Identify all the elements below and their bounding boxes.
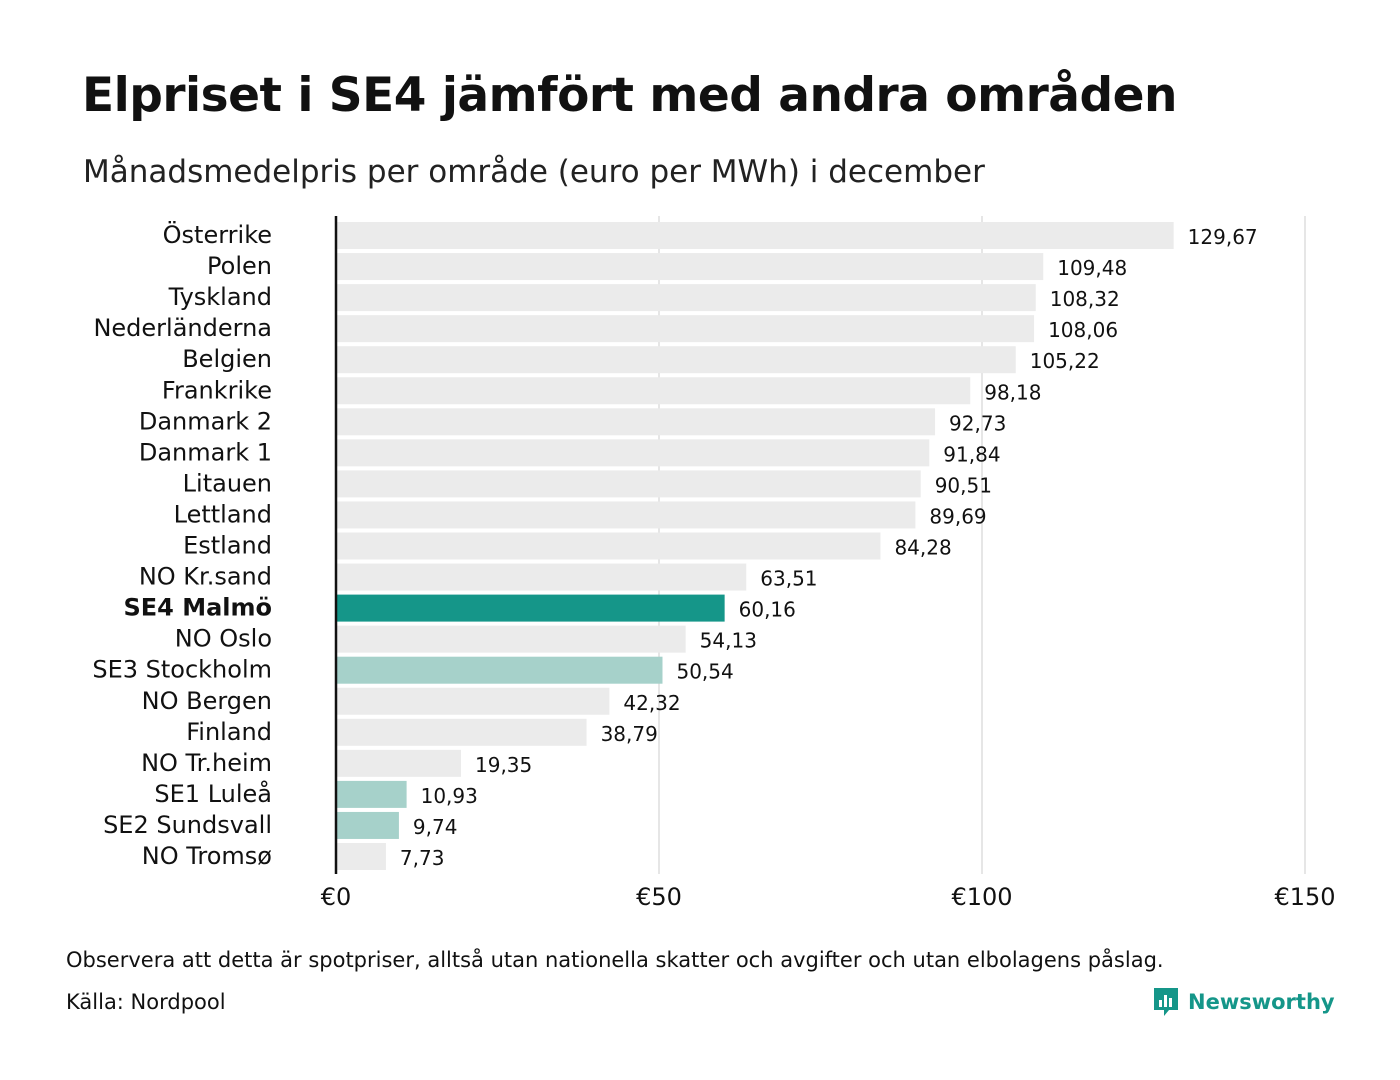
value-label: 108,32 [1050,287,1120,311]
category-label: Finland [186,718,272,746]
bar [336,780,407,808]
value-label: 98,18 [984,380,1041,404]
value-label: 10,93 [421,784,478,808]
category-label: Litauen [183,469,272,497]
category-label: Lettland [174,500,272,528]
category-labels: Österrike Polen Tyskland Nederländerna Belgi… [92,220,272,870]
bar [336,284,1036,312]
bar [336,843,386,870]
bar [336,656,663,684]
bar [336,532,881,560]
x-axis-tick-labels: €0 €50 €100 €150 [321,883,1336,911]
value-label: 92,73 [949,411,1006,435]
value-label: 63,51 [760,567,817,591]
category-label: Danmark 1 [139,438,272,466]
x-tick-label: €150 [1274,883,1335,911]
bar [336,811,399,839]
value-label: 38,79 [601,722,658,746]
bars [336,222,1174,870]
category-label: Estland [183,532,272,560]
bar [336,408,936,436]
value-label: 129,67 [1188,225,1258,249]
value-label: 7,73 [400,846,445,870]
value-label: 50,54 [676,660,733,684]
category-label: Belgien [182,345,272,373]
value-label: 19,35 [475,753,532,777]
category-label: Polen [207,252,272,280]
value-labels: 129,67 109,48 108,32 108,06 105,22 98,18 92,73… [400,225,1258,870]
value-label: 84,28 [894,536,951,560]
bar [336,315,1035,343]
value-label: 54,13 [700,629,757,653]
bar [336,439,930,467]
value-label: 60,16 [739,598,796,622]
value-label: 42,32 [623,691,680,715]
bar [336,470,921,498]
category-label: SE4 Malmö [123,594,272,622]
category-label: NO Oslo [175,625,272,653]
value-label: 9,74 [413,815,458,839]
category-label: NO Bergen [142,687,272,715]
chart-title: Elpriset i SE4 jämfört med andra områden [82,68,1177,123]
category-label: NO Tr.heim [141,749,272,777]
category-label: SE3 Stockholm [92,656,272,684]
value-label: 89,69 [929,504,986,528]
bar-chart-speech-bubble-icon [1154,988,1178,1016]
bar [336,253,1044,281]
bar [336,222,1174,249]
value-label: 105,22 [1030,349,1100,373]
category-label: Tyskland [168,283,272,311]
category-label: SE2 Sundsvall [103,811,272,839]
value-label: 109,48 [1057,256,1127,280]
bar [336,749,462,777]
value-label: 90,51 [935,473,992,497]
source-note: Källa: Nordpool [66,990,226,1014]
bar [336,687,610,715]
chart-subtitle: Månadsmedelpris per område (euro per MWh… [83,154,985,190]
category-label: Nederländerna [93,314,272,342]
footnote: Observera att detta är spotpriser, allts… [66,948,1164,972]
x-tick-label: €100 [951,883,1012,911]
category-label: Österrike [163,220,272,249]
brand-name: Newsworthy [1188,990,1335,1014]
bar [336,346,1016,374]
bar [336,377,971,405]
bar [336,625,686,653]
value-label: 108,06 [1048,318,1118,342]
category-label: Danmark 2 [139,407,272,435]
x-tick-label: €50 [636,883,682,911]
bar [336,718,587,746]
value-label: 91,84 [943,442,1000,466]
bar [336,563,747,591]
category-label: NO Tromsø [142,842,272,870]
category-label: NO Kr.sand [139,563,272,591]
bar [336,594,725,622]
brand-logo: Newsworthy [1152,986,1335,1018]
x-tick-label: €0 [321,883,352,911]
category-label: Frankrike [162,376,272,404]
category-label: SE1 Luleå [154,779,272,808]
bar [336,501,916,529]
